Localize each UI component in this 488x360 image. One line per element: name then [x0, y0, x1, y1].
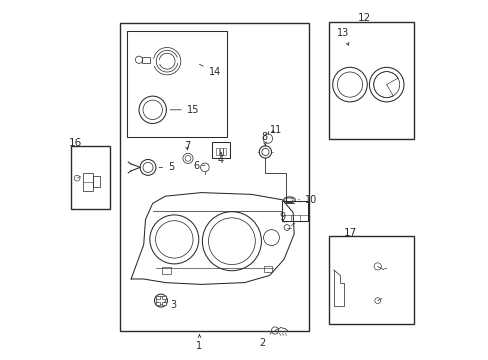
Text: 14: 14	[199, 64, 220, 77]
Bar	[162, 267, 170, 274]
Text: 2: 2	[259, 333, 271, 348]
Bar	[328, 236, 413, 324]
Text: 12: 12	[357, 13, 370, 23]
Text: 3: 3	[164, 300, 177, 310]
Bar	[93, 176, 100, 187]
Bar	[219, 148, 222, 155]
Text: 9: 9	[279, 212, 285, 222]
Text: 11: 11	[270, 125, 282, 135]
Bar	[83, 173, 93, 191]
Bar	[216, 148, 219, 155]
Text: 5: 5	[159, 162, 174, 172]
Bar	[71, 146, 110, 209]
Bar	[212, 142, 230, 158]
Text: 8: 8	[261, 132, 267, 145]
Bar	[282, 201, 307, 221]
Bar	[156, 302, 160, 305]
Bar	[162, 302, 165, 305]
Bar	[162, 296, 165, 300]
Bar	[264, 266, 272, 272]
Bar	[142, 57, 149, 63]
Text: 4: 4	[218, 152, 224, 165]
Text: 10: 10	[298, 195, 317, 205]
Bar	[120, 23, 309, 331]
Bar	[156, 296, 160, 300]
Text: 13: 13	[337, 28, 349, 45]
Text: 17: 17	[344, 228, 357, 238]
Text: 6: 6	[193, 161, 204, 171]
Text: 16: 16	[68, 138, 82, 148]
Bar	[223, 148, 225, 155]
Text: 15: 15	[170, 105, 199, 115]
Bar	[127, 31, 226, 137]
Text: 1: 1	[196, 335, 202, 351]
Text: 7: 7	[183, 141, 190, 151]
Bar	[328, 22, 413, 139]
